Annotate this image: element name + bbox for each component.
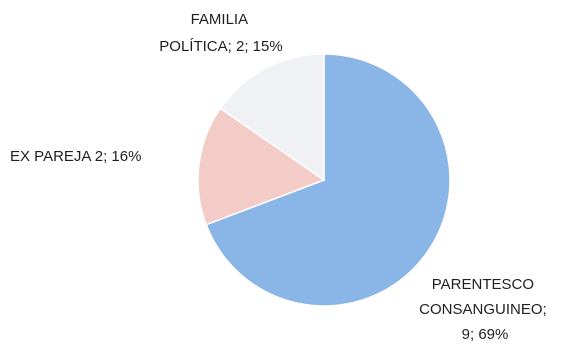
pie-slice-familia-pol-tica: [219, 53, 325, 182]
data-label-ex-pareja: EX PAREJA 2; 16%: [10, 148, 141, 165]
pie-slices: [197, 53, 451, 307]
data-label-parentesco-consanguineo: PARENTESCO CONSANGUINEO; 9; 69%: [419, 276, 551, 343]
pie-slice-ex-pareja: [197, 107, 326, 226]
data-label-familia-politica: FAMILIA POLÍTICA; 2; 15%: [159, 11, 282, 55]
pie-slice-parentesco-consanguineo: [205, 53, 451, 307]
